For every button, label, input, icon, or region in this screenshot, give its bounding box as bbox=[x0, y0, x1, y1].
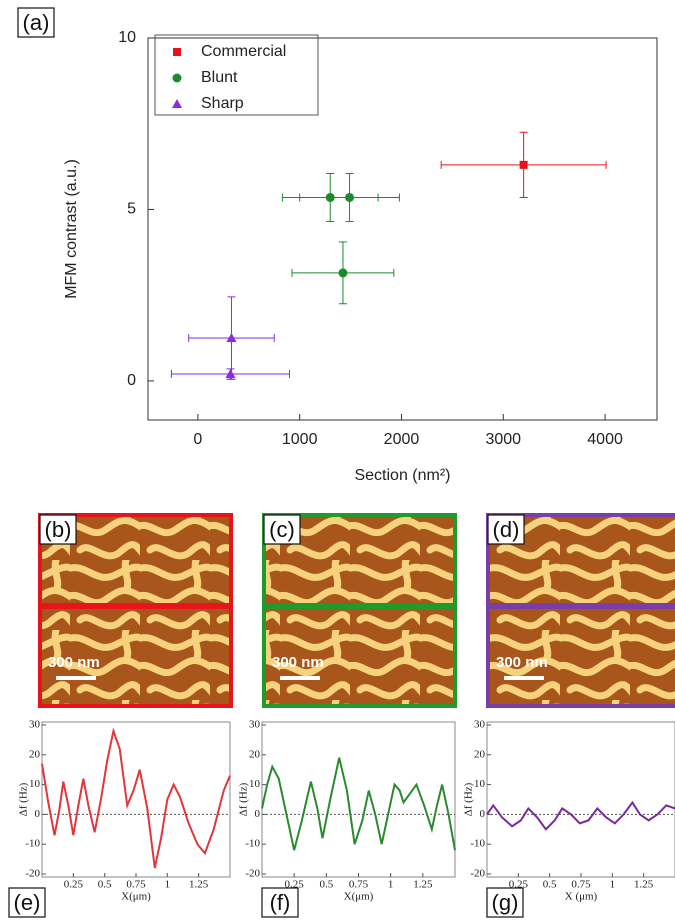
x-tick-label: 0.25 bbox=[285, 879, 305, 891]
plot-frame bbox=[41, 721, 231, 878]
mfm-image bbox=[38, 513, 233, 708]
y-tick-label: 0 bbox=[480, 808, 486, 820]
x-axis-label: Section (nm²) bbox=[354, 467, 450, 484]
profile bbox=[261, 757, 456, 851]
marker bbox=[225, 369, 236, 379]
panel-label-box bbox=[486, 887, 524, 918]
x-tick-label: 1 bbox=[610, 879, 616, 891]
y-tick-label: 10 bbox=[118, 29, 136, 46]
image-frame bbox=[486, 513, 675, 708]
x-tick-label: 0.75 bbox=[571, 879, 591, 891]
mfm-image bbox=[486, 513, 675, 708]
y-axis-label: Δf (Hz) bbox=[463, 782, 475, 816]
x-axis-label: X(μm) bbox=[121, 891, 151, 903]
marker bbox=[226, 333, 237, 343]
x-tick-label: 1 bbox=[388, 879, 394, 891]
panel-label-box bbox=[17, 7, 55, 38]
profile bbox=[41, 727, 231, 869]
panel-label: (g) bbox=[492, 890, 519, 915]
y-tick-label: -10 bbox=[470, 838, 485, 850]
panel-label-box bbox=[8, 887, 46, 918]
y-tick-label: 5 bbox=[127, 201, 136, 218]
y-tick-label: -10 bbox=[25, 838, 40, 850]
panel-label: (b) bbox=[45, 517, 72, 542]
y-axis-label: Δf (Hz) bbox=[18, 782, 30, 816]
legend-box bbox=[154, 34, 319, 116]
x-tick-label: 0.25 bbox=[509, 879, 529, 891]
panel-label: (a) bbox=[23, 10, 50, 35]
x-tick-label: 1000 bbox=[282, 431, 318, 448]
scale-label: 300 nm bbox=[272, 654, 324, 671]
x-tick-label: 2000 bbox=[384, 431, 420, 448]
y-tick-label: -20 bbox=[25, 868, 40, 880]
x-tick-label: 0.75 bbox=[349, 879, 369, 891]
image-frame bbox=[38, 513, 233, 708]
x-axis-label: X(μm) bbox=[344, 891, 374, 903]
plot-frame bbox=[486, 721, 675, 878]
x-tick-label: 0.5 bbox=[319, 879, 333, 891]
panel-label-box bbox=[263, 514, 301, 545]
y-tick-label: -10 bbox=[245, 838, 260, 850]
panel-label-box bbox=[39, 514, 77, 545]
panel-label: (d) bbox=[493, 517, 520, 542]
legend-label: Sharp bbox=[201, 95, 244, 112]
y-tick-label: 10 bbox=[474, 778, 486, 790]
x-tick-label: 0.75 bbox=[126, 879, 146, 891]
y-tick-label: 10 bbox=[249, 778, 261, 790]
y-tick-label: 30 bbox=[249, 719, 261, 731]
panel-label: (c) bbox=[269, 517, 295, 542]
legend-label: Commercial bbox=[201, 43, 286, 60]
x-tick-label: 1.25 bbox=[189, 879, 209, 891]
x-tick-label: 1 bbox=[165, 879, 171, 891]
y-tick-label: -20 bbox=[470, 868, 485, 880]
y-tick-label: 20 bbox=[29, 748, 41, 760]
y-tick-label: 0 bbox=[255, 808, 261, 820]
x-tick-label: 3000 bbox=[485, 431, 521, 448]
y-axis-label: MFM contrast (a.u.) bbox=[63, 159, 80, 299]
y-tick-label: -20 bbox=[245, 868, 260, 880]
x-axis-label: X (μm) bbox=[565, 891, 598, 903]
panel-label: (f) bbox=[270, 890, 291, 915]
plot-frame bbox=[147, 37, 658, 421]
panel-label-box bbox=[261, 887, 299, 918]
y-tick-label: 10 bbox=[29, 778, 41, 790]
panel-label: (e) bbox=[14, 890, 41, 915]
marker bbox=[338, 268, 348, 278]
y-tick-label: 0 bbox=[35, 808, 41, 820]
y-axis-label: Δf (Hz) bbox=[238, 782, 250, 816]
y-tick-label: 20 bbox=[474, 748, 486, 760]
scale-label: 300 nm bbox=[48, 654, 100, 671]
marker bbox=[519, 160, 528, 169]
y-tick-label: 20 bbox=[249, 748, 261, 760]
legend-label: Blunt bbox=[201, 69, 238, 86]
legend-marker bbox=[173, 48, 181, 56]
y-tick-label: 0 bbox=[127, 372, 136, 389]
mfm-image bbox=[262, 513, 457, 708]
marker bbox=[345, 192, 355, 202]
legend-marker bbox=[172, 73, 182, 83]
x-tick-label: 4000 bbox=[587, 431, 623, 448]
panel-label-box bbox=[487, 514, 525, 545]
x-tick-label: 1.25 bbox=[634, 879, 654, 891]
image-frame bbox=[262, 513, 457, 708]
y-tick-label: 30 bbox=[29, 719, 41, 731]
x-tick-label: 0.25 bbox=[64, 879, 84, 891]
x-tick-label: 1.25 bbox=[413, 879, 433, 891]
plot-frame bbox=[261, 721, 456, 878]
y-tick-label: 30 bbox=[474, 719, 486, 731]
x-tick-label: 0 bbox=[193, 431, 202, 448]
scale-label: 300 nm bbox=[496, 654, 548, 671]
x-tick-label: 0.5 bbox=[98, 879, 112, 891]
x-tick-label: 0.5 bbox=[543, 879, 557, 891]
legend-marker bbox=[172, 99, 182, 108]
profile bbox=[486, 800, 675, 831]
